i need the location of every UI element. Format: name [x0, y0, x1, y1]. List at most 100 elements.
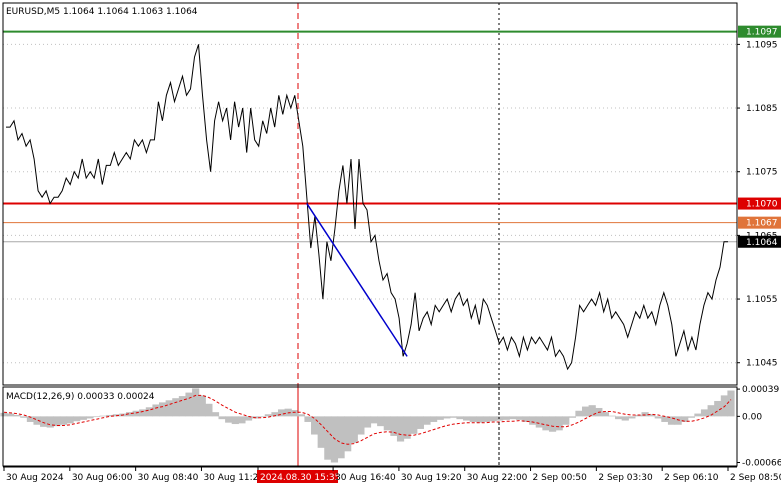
macd-bar	[562, 416, 570, 425]
price-series	[6, 44, 728, 371]
macd-bar	[178, 396, 187, 417]
macd-bar	[482, 416, 491, 422]
time-tick-label: 30 Aug 08:40	[138, 473, 199, 483]
time-tick-label: 2 Sep 06:10	[664, 473, 719, 483]
trend-line-group	[306, 203, 408, 357]
macd-bar	[667, 416, 676, 425]
macd-bar	[449, 416, 458, 418]
macd-bar	[99, 415, 107, 417]
macd-bar	[615, 416, 623, 420]
macd-bar	[277, 409, 286, 417]
macd-bar	[489, 416, 497, 422]
macd-bar	[674, 416, 682, 425]
macd-bar	[304, 416, 312, 422]
level-tag-label: 1.1070	[746, 200, 778, 210]
macd-bar	[681, 416, 689, 422]
macd-panel-border	[2, 386, 738, 467]
macd-bar	[377, 416, 385, 427]
price-levels	[3, 30, 737, 243]
macd-bar	[496, 416, 504, 421]
macd-bar	[13, 414, 21, 417]
macd-bar	[324, 416, 332, 460]
macd-bar	[403, 416, 411, 439]
macd-bar	[581, 406, 590, 417]
macd-bar	[86, 416, 94, 419]
macd-bar	[476, 416, 484, 423]
level-tag-green	[738, 25, 781, 38]
macd-bar	[634, 414, 643, 417]
macd-bar	[396, 416, 405, 442]
macd-bar	[628, 416, 636, 419]
price-tick-label: 1.1095	[746, 40, 778, 50]
macd-bar	[139, 409, 147, 417]
macd-bar	[33, 416, 41, 425]
time-tick-label: 30 Aug 16:40	[335, 473, 396, 483]
macd-bar	[165, 400, 173, 417]
macd-bar	[271, 412, 279, 417]
price-axis: 1.10951.10851.10751.10651.10551.10451.10…	[737, 25, 781, 469]
symbol-title: EURUSD,M5 1.1064 1.1064 1.1063 1.1064	[6, 7, 198, 17]
macd-bar	[258, 416, 266, 418]
macd-bar	[608, 415, 616, 417]
macd-bar	[344, 416, 352, 452]
macd-bar	[700, 409, 709, 417]
macd-bar	[529, 416, 537, 425]
macd-bar	[363, 416, 372, 428]
macd-bar	[172, 398, 180, 417]
macd-bar	[357, 416, 365, 435]
macd-bar	[244, 416, 253, 421]
macd-bar	[575, 410, 583, 417]
macd-bar	[59, 416, 68, 425]
macd-bar	[106, 414, 114, 417]
macd-bar	[218, 416, 226, 420]
price-tick-label: 1.1085	[746, 104, 778, 114]
macd-bar	[621, 416, 629, 421]
macd-bar	[416, 416, 424, 429]
macd-bar	[152, 404, 160, 417]
time-axis: 30 Aug 2024 30 Aug 06:00 30 Aug 08:40 30 Au…	[3, 466, 781, 483]
macd-bar	[542, 416, 550, 431]
macd-bar	[410, 416, 418, 434]
macd-bar	[26, 416, 35, 422]
level-tag-red	[738, 197, 781, 210]
macd-bar	[330, 416, 339, 463]
macd-bar	[469, 416, 477, 422]
macd-bar	[515, 416, 524, 420]
macd-bar	[568, 416, 576, 418]
macd-bar	[211, 412, 220, 417]
macd-bar	[463, 416, 471, 421]
macd-bar	[238, 416, 246, 424]
macd-bar	[53, 416, 61, 427]
macd-bar	[509, 416, 517, 420]
macd-bar	[423, 416, 431, 425]
macd-bar	[185, 392, 193, 417]
macd-bar	[125, 412, 134, 417]
macd-bar	[66, 416, 74, 424]
macd-bar	[555, 416, 563, 431]
macd-bar	[641, 412, 649, 417]
time-tick-label: 2 Sep 08:50	[730, 473, 781, 483]
macd-panel	[0, 387, 735, 466]
macd-bar	[159, 402, 167, 417]
macd-bar	[720, 395, 728, 417]
macd-bar	[198, 395, 206, 417]
macd-bar	[687, 416, 695, 418]
macd-bar	[20, 416, 28, 418]
time-tick-label: 30 Aug 06:00	[72, 473, 133, 483]
highlighted-time-label: 2024.08.30 15:35	[260, 473, 340, 483]
macd-bar	[370, 416, 378, 424]
macd-bar	[132, 410, 140, 417]
macd-signal-line	[3, 394, 732, 445]
price-line	[6, 44, 728, 371]
macd-bar	[654, 416, 662, 419]
level-tag-orange	[738, 216, 781, 229]
trend-line[interactable]	[306, 203, 408, 357]
macd-bar	[7, 413, 15, 417]
macd-bar	[443, 416, 451, 419]
macd-bar	[694, 413, 702, 417]
macd-bar	[383, 416, 391, 431]
macd-bar	[46, 416, 54, 428]
macd-bar	[192, 388, 200, 417]
